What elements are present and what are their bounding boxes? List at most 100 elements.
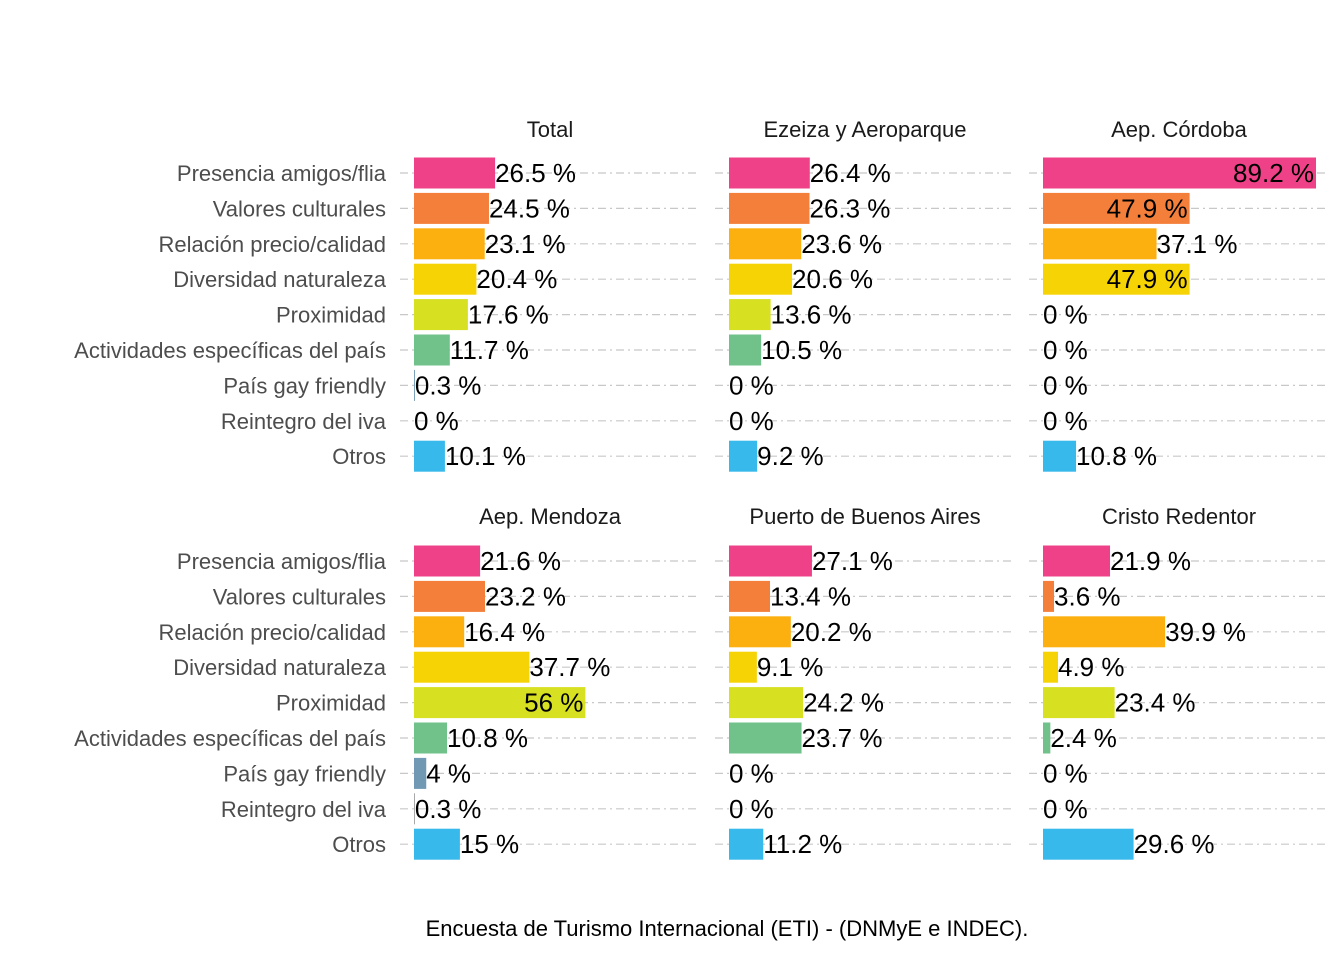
bar <box>729 334 762 366</box>
bar <box>1043 722 1051 754</box>
category-label: Diversidad naturaleza <box>173 267 387 292</box>
data-label: 23.4 % <box>1115 688 1196 718</box>
bar <box>729 828 764 860</box>
data-label: 0 % <box>1043 300 1088 330</box>
bar <box>1043 651 1058 683</box>
data-label: 0 % <box>1043 370 1088 400</box>
bar <box>1043 440 1077 472</box>
data-label: 20.2 % <box>791 617 872 647</box>
data-label: 23.1 % <box>485 229 566 259</box>
data-label: 16.4 % <box>464 617 545 647</box>
bar <box>1043 192 1190 224</box>
bar <box>1043 228 1157 260</box>
data-label: 0 % <box>414 406 459 436</box>
bar <box>729 722 802 754</box>
bar <box>414 545 481 577</box>
data-label: 11.7 % <box>450 335 529 365</box>
bar <box>414 192 489 224</box>
data-label: 15 % <box>460 829 519 859</box>
bar <box>414 369 415 401</box>
category-label: País gay friendly <box>223 373 386 398</box>
bar <box>414 580 486 612</box>
data-label: 27.1 % <box>812 546 893 576</box>
data-label: 10.5 % <box>761 335 842 365</box>
panel-title: Aep. Córdoba <box>1111 117 1248 142</box>
data-label: 0 % <box>729 406 774 436</box>
data-label: 10.8 % <box>447 723 528 753</box>
category-label: Actividades específicas del país <box>74 338 386 363</box>
bar <box>729 616 791 648</box>
data-label: 29.6 % <box>1134 829 1215 859</box>
data-label: 0 % <box>729 758 774 788</box>
data-label: 0 % <box>729 794 774 824</box>
data-label: 89.2 % <box>1233 158 1314 188</box>
data-label: 20.6 % <box>792 264 873 294</box>
data-label: 26.5 % <box>495 158 576 188</box>
bar <box>414 828 460 860</box>
data-label: 37.1 % <box>1157 229 1238 259</box>
data-label: 0.3 % <box>415 370 482 400</box>
bar <box>729 651 757 683</box>
data-label: 10.8 % <box>1076 441 1157 471</box>
category-label: Reintegro del iva <box>221 409 387 434</box>
chart-caption: Encuesta de Turismo Internacional (ETI) … <box>425 916 1029 941</box>
data-label: 2.4 % <box>1050 723 1117 753</box>
data-label: 9.1 % <box>757 652 824 682</box>
data-label: 47.9 % <box>1107 264 1188 294</box>
bar <box>729 299 771 331</box>
bar <box>729 228 802 260</box>
bar <box>729 687 804 719</box>
data-label: 0 % <box>1043 335 1088 365</box>
data-label: 20.4 % <box>476 264 557 294</box>
bar <box>1043 157 1316 189</box>
category-label: Proximidad <box>276 303 386 328</box>
data-label: 24.2 % <box>803 688 884 718</box>
bar <box>1043 616 1166 648</box>
bar <box>414 651 530 683</box>
bar <box>414 263 477 295</box>
data-label: 0 % <box>1043 794 1088 824</box>
data-label: 21.6 % <box>480 546 561 576</box>
category-label: Relación precio/calidad <box>159 620 386 645</box>
bar <box>414 793 415 825</box>
data-label: 24.5 % <box>489 193 570 223</box>
data-label: 26.3 % <box>809 193 890 223</box>
panel-title: Cristo Redentor <box>1102 504 1256 529</box>
data-label: 56 % <box>524 688 583 718</box>
bar <box>729 580 771 612</box>
data-label: 0 % <box>1043 758 1088 788</box>
data-label: 21.9 % <box>1110 546 1191 576</box>
data-label: 17.6 % <box>468 300 549 330</box>
bar <box>414 334 450 366</box>
data-label: 11.2 % <box>763 829 842 859</box>
data-label: 47.9 % <box>1107 193 1188 223</box>
category-label: Diversidad naturaleza <box>173 655 387 680</box>
category-label: Presencia amigos/flia <box>177 549 387 574</box>
bar <box>729 545 812 577</box>
bar <box>414 157 496 189</box>
data-label: 0.3 % <box>415 794 482 824</box>
data-label: 4.9 % <box>1058 652 1125 682</box>
category-label: Proximidad <box>276 691 386 716</box>
data-label: 10.1 % <box>445 441 526 471</box>
data-label: 13.6 % <box>771 300 852 330</box>
bar <box>729 263 793 295</box>
category-label: Reintegro del iva <box>221 797 387 822</box>
bar <box>1043 580 1055 612</box>
data-label: 3.6 % <box>1054 581 1121 611</box>
data-label: 39.9 % <box>1165 617 1246 647</box>
category-label: Valores culturales <box>213 584 386 609</box>
category-label: Otros <box>332 832 386 857</box>
bar <box>1043 828 1134 860</box>
bar <box>414 616 465 648</box>
bar <box>414 687 586 719</box>
bar <box>1043 263 1190 295</box>
bar <box>414 299 468 331</box>
data-label: 9.2 % <box>757 441 824 471</box>
bar <box>729 192 810 224</box>
data-label: 23.2 % <box>485 581 566 611</box>
data-label: 4 % <box>426 758 471 788</box>
category-label: Presencia amigos/flia <box>177 161 387 186</box>
panel-title: Ezeiza y Aeroparque <box>763 117 966 142</box>
